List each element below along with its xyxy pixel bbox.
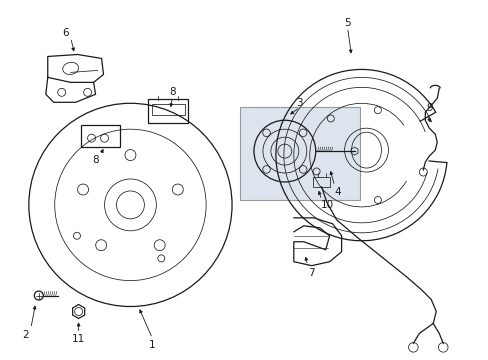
Text: 7: 7 [308, 267, 314, 278]
Text: 8: 8 [92, 155, 99, 165]
Text: 3: 3 [296, 98, 303, 108]
Text: 9: 9 [425, 103, 432, 113]
Text: 10: 10 [321, 200, 334, 210]
Text: 11: 11 [72, 334, 85, 345]
Text: 8: 8 [169, 87, 175, 97]
Text: 5: 5 [344, 18, 350, 28]
Text: 2: 2 [22, 330, 29, 341]
Text: 4: 4 [334, 187, 340, 197]
FancyBboxPatch shape [240, 107, 359, 200]
Text: 1: 1 [149, 340, 155, 350]
Text: 6: 6 [62, 28, 69, 37]
